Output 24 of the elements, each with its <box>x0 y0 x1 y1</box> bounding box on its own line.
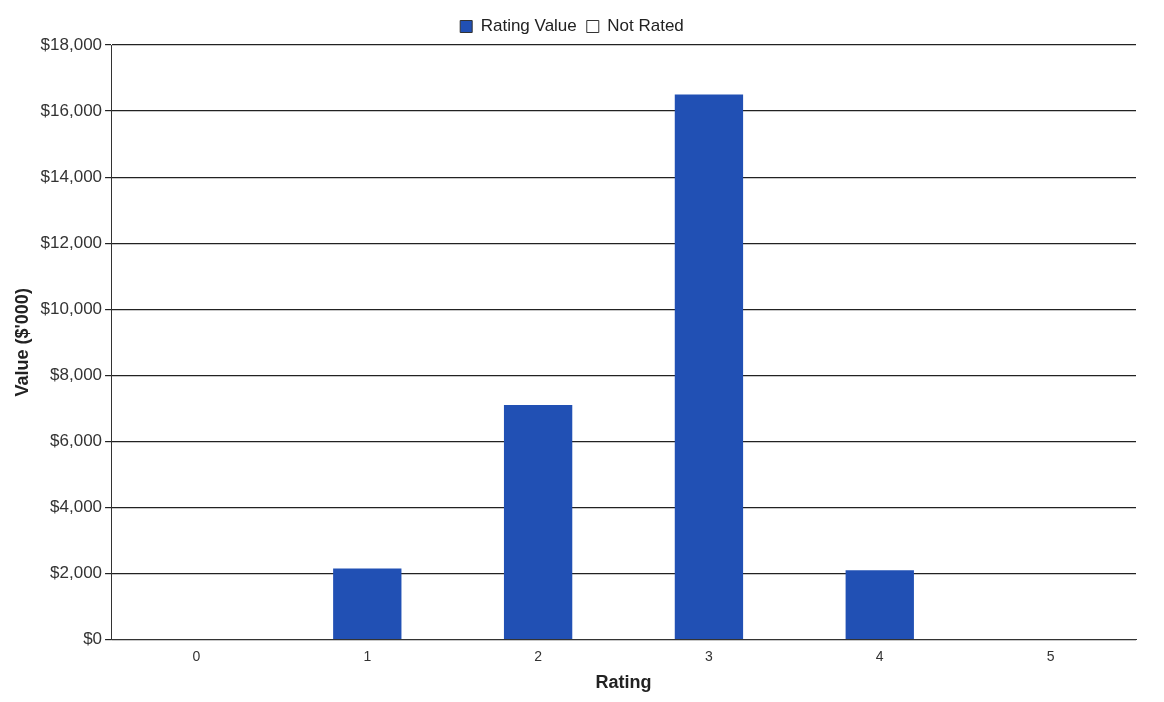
x-tick-label: 0 <box>192 647 201 664</box>
x-tick-label: 2 <box>534 647 543 664</box>
y-tick-label: $0 <box>83 629 103 649</box>
legend-label: Not Rated <box>607 16 684 36</box>
x-tick-label: 3 <box>705 647 714 664</box>
bar <box>333 568 402 639</box>
y-axis-title: Value ($'000) <box>11 288 32 397</box>
y-tick-label: $12,000 <box>40 232 103 252</box>
y-tick-label: $16,000 <box>40 100 103 120</box>
x-axis-title: Rating <box>595 672 652 693</box>
x-tick-label: 1 <box>363 647 372 664</box>
y-tick-label: $10,000 <box>40 298 103 318</box>
y-tick-label: $6,000 <box>50 431 103 451</box>
y-tick-label: $2,000 <box>50 563 103 583</box>
legend-label: Rating Value <box>480 16 577 36</box>
y-tick-label: $18,000 <box>40 34 103 54</box>
bar <box>503 405 573 639</box>
bar <box>845 570 914 639</box>
y-tick-label: $4,000 <box>50 497 103 517</box>
x-tick-label: 4 <box>875 647 884 664</box>
x-tick-label: 5 <box>1046 647 1055 664</box>
bar <box>674 94 744 639</box>
y-tick-label: $8,000 <box>50 365 103 385</box>
y-tick-label: $14,000 <box>40 166 103 186</box>
